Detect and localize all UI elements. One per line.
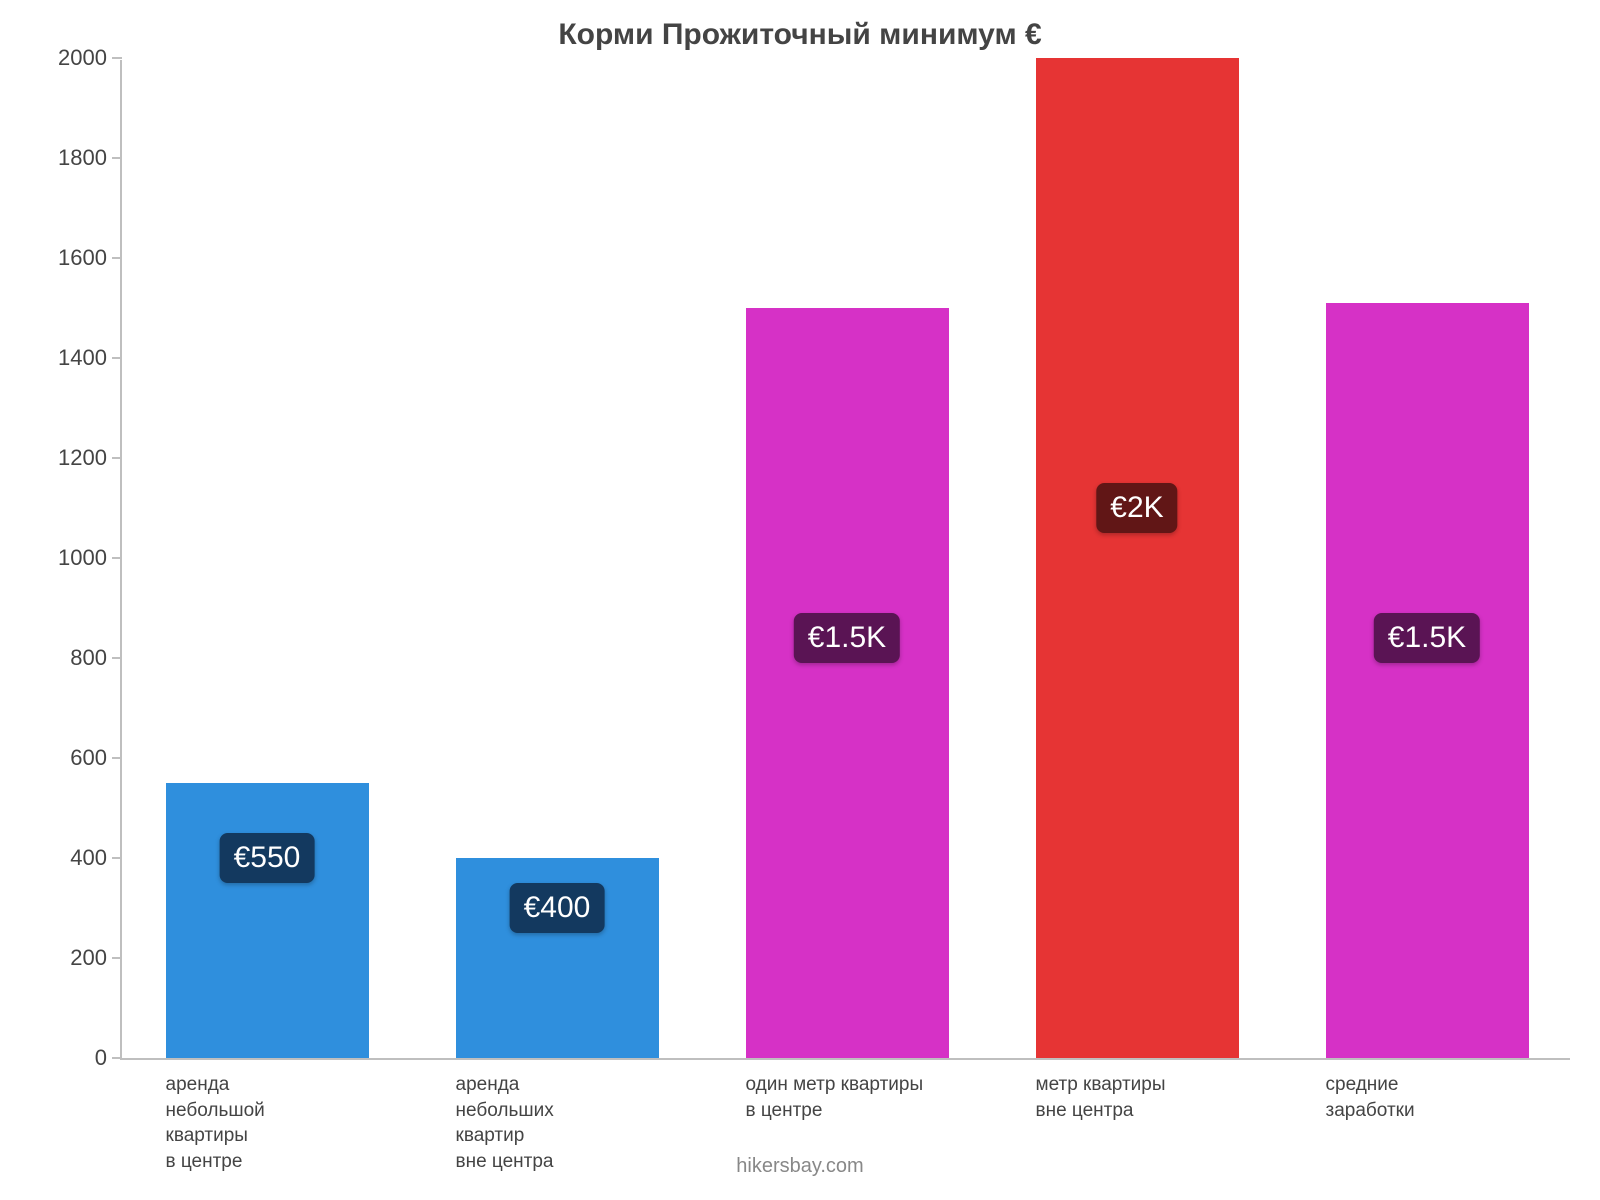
value-badge: €550 [220, 833, 315, 883]
ytick-label: 1200 [32, 445, 107, 471]
value-badge: €2K [1096, 483, 1177, 533]
value-badge: €1.5K [1374, 613, 1480, 663]
bar [746, 308, 949, 1058]
ytick-label: 1800 [32, 145, 107, 171]
ytick-label: 2000 [32, 45, 107, 71]
bar [1326, 303, 1529, 1058]
chart-credit: hikersbay.com [0, 1155, 1600, 1178]
ytick-label: 1000 [32, 545, 107, 571]
chart-container: Корми Прожиточный минимум € 020040060080… [0, 0, 1600, 1200]
ytick-mark [112, 57, 122, 59]
ytick-mark [112, 357, 122, 359]
ytick-mark [112, 657, 122, 659]
value-badge: €400 [510, 883, 605, 933]
x-axis-label: один метр квартиры в центре [746, 1072, 924, 1123]
ytick-label: 200 [32, 945, 107, 971]
ytick-label: 1600 [32, 245, 107, 271]
ytick-mark [112, 757, 122, 759]
ytick-mark [112, 857, 122, 859]
ytick-label: 800 [32, 645, 107, 671]
ytick-mark [112, 457, 122, 459]
ytick-mark [112, 957, 122, 959]
value-badge: €1.5K [794, 613, 900, 663]
x-axis-label: средние заработки [1326, 1072, 1415, 1123]
ytick-label: 1400 [32, 345, 107, 371]
ytick-label: 400 [32, 845, 107, 871]
chart-title: Корми Прожиточный минимум € [0, 18, 1600, 52]
plot-area: 0200400600800100012001400160018002000€55… [120, 60, 1570, 1060]
ytick-mark [112, 257, 122, 259]
ytick-label: 0 [32, 1045, 107, 1071]
ytick-mark [112, 1057, 122, 1059]
bar [166, 783, 369, 1058]
ytick-mark [112, 557, 122, 559]
ytick-label: 600 [32, 745, 107, 771]
ytick-mark [112, 157, 122, 159]
x-axis-label: метр квартиры вне центра [1036, 1072, 1166, 1123]
bar [1036, 58, 1239, 1058]
